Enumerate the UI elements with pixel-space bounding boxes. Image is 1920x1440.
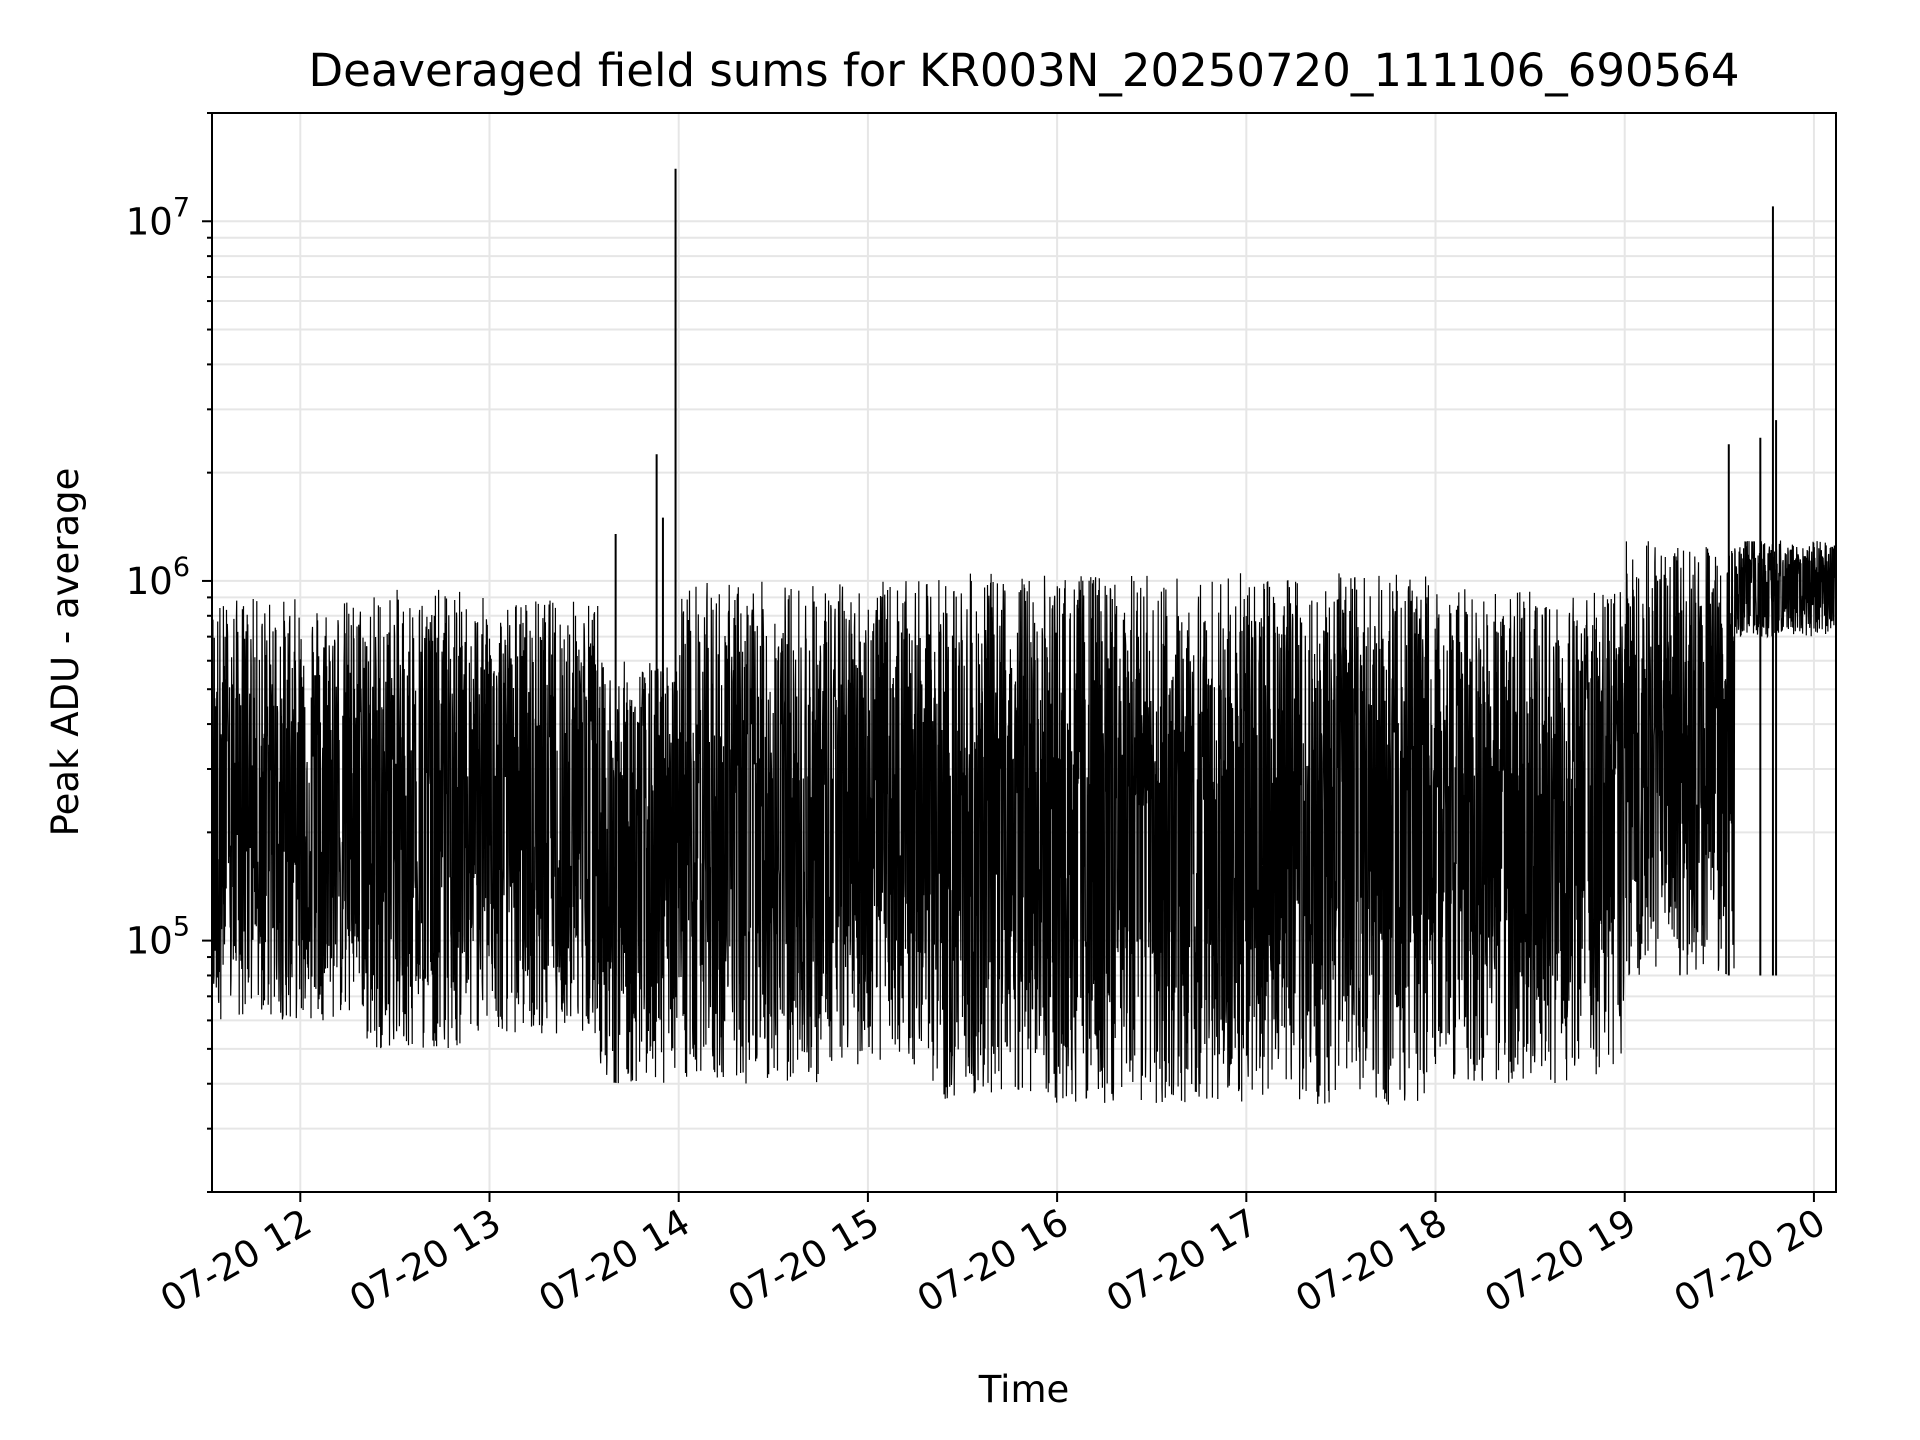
y-tick-label: 107 — [126, 192, 190, 243]
y-tick-label: 106 — [126, 552, 190, 603]
plot-area — [211, 168, 1837, 1105]
chart-title: Deaveraged field sums for KR003N_2025072… — [309, 44, 1740, 97]
y-tick-label: 105 — [126, 912, 190, 963]
y-axis-ticks: 105 106 107 — [126, 112, 212, 1193]
x-axis-label: Time — [978, 1368, 1070, 1411]
axes-frame — [211, 112, 1837, 1193]
series-line — [211, 540, 1837, 1105]
y-axis-label: Peak ADU - average — [44, 468, 87, 837]
